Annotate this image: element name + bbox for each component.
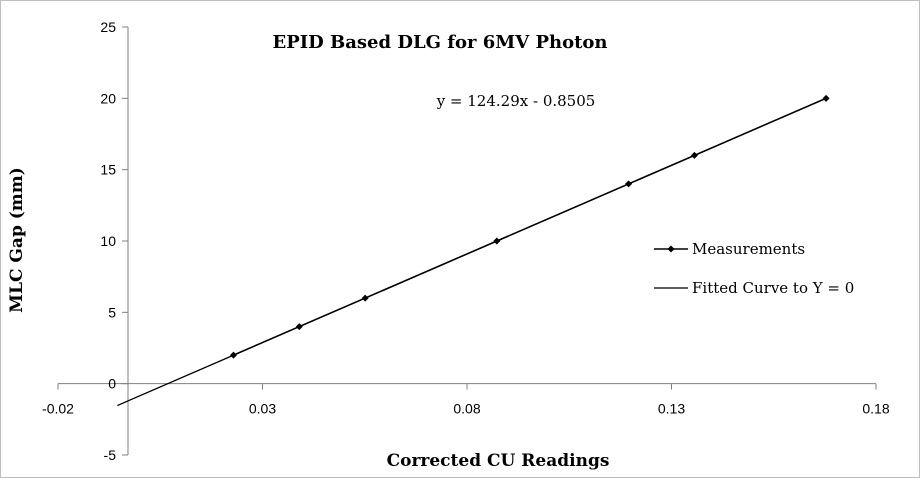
legend-fitted-label: Fitted Curve to Y = 0 bbox=[692, 279, 854, 297]
axes bbox=[57, 26, 877, 456]
measurement-point bbox=[625, 180, 633, 188]
chart-title: EPID Based DLG for 6MV Photon bbox=[273, 32, 608, 53]
measurement-point bbox=[295, 323, 303, 331]
equation-label: y = 124.29x - 0.8505 bbox=[436, 92, 596, 110]
y-tick-label: -5 bbox=[104, 447, 117, 463]
legend: Measurements Fitted Curve to Y = 0 bbox=[654, 240, 854, 297]
y-tick-label: 5 bbox=[108, 304, 116, 320]
measurement-point bbox=[361, 294, 369, 302]
legend-measurements-marker bbox=[667, 245, 675, 253]
measurement-point bbox=[822, 94, 830, 102]
y-tick-label: 10 bbox=[100, 233, 116, 249]
measurement-point bbox=[493, 237, 501, 245]
legend-measurements-label: Measurements bbox=[692, 240, 805, 258]
series-layer bbox=[117, 94, 830, 407]
x-tick-label: 0.18 bbox=[862, 401, 889, 417]
x-axis-title: Corrected CU Readings bbox=[387, 451, 610, 471]
x-tick-label: 0.08 bbox=[453, 401, 480, 417]
y-tick-label: 20 bbox=[100, 90, 116, 106]
x-tick-labels: -0.02 0.03 0.08 0.13 0.18 bbox=[42, 401, 890, 417]
y-tick-label: 25 bbox=[100, 19, 116, 35]
y-tick-label: 0 bbox=[108, 376, 116, 392]
measurement-point bbox=[229, 351, 237, 359]
x-tick-label: -0.02 bbox=[42, 401, 74, 417]
x-tick-label: 0.13 bbox=[658, 401, 685, 417]
y-tick-label: 15 bbox=[100, 162, 116, 178]
y-axis-title: MLC Gap (mm) bbox=[7, 167, 27, 313]
x-tick-label: 0.03 bbox=[249, 401, 276, 417]
measurement-point bbox=[690, 151, 698, 159]
y-tick-labels: -5 0 5 10 15 20 25 bbox=[100, 19, 116, 463]
